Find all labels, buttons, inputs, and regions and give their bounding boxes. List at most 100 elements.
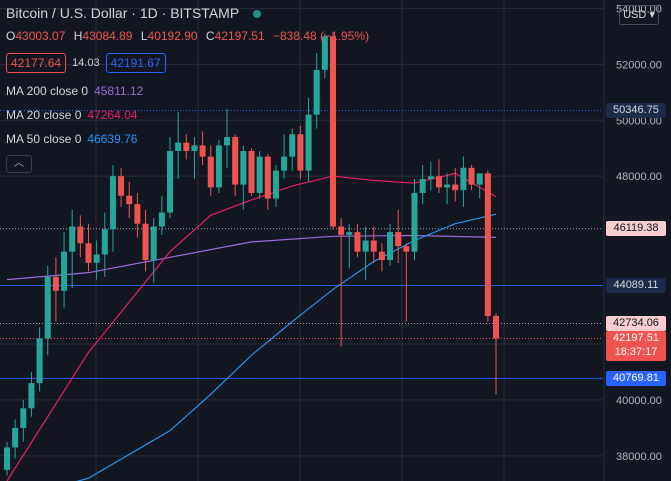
- indicator-value: 46639.76: [87, 132, 138, 146]
- indicator-value: 45811.12: [94, 84, 144, 98]
- candle-body: [183, 142, 190, 152]
- price-line-tag[interactable]: 50346.75: [606, 103, 666, 119]
- high-value: 43084.89: [82, 29, 133, 43]
- candle-body: [370, 240, 377, 252]
- candle-body: [452, 184, 459, 191]
- last-price-value: 42197.51: [613, 332, 659, 345]
- price-line-tag[interactable]: 40769.81: [606, 370, 666, 386]
- candle-body: [150, 226, 157, 261]
- y-tick-label: 52000.00: [616, 59, 662, 71]
- symbol-name: Bitcoin / U.S. Dollar: [6, 5, 128, 21]
- price-line-tag[interactable]: 42734.06: [606, 315, 666, 331]
- candle-body: [321, 36, 328, 70]
- change-value: −838.48 (−1.95%): [273, 29, 370, 43]
- indicator-label: MA 200 close 0: [6, 84, 89, 98]
- candle-body: [346, 232, 353, 235]
- price-line-tag[interactable]: 44089.11: [606, 278, 666, 294]
- candle-body: [240, 151, 247, 185]
- candle-body: [272, 170, 279, 199]
- candle-body: [297, 134, 304, 171]
- collapse-legend-button[interactable]: ︿: [6, 155, 32, 173]
- candle-body: [52, 276, 59, 291]
- candle-body: [61, 251, 68, 291]
- candle-body: [248, 151, 255, 193]
- candle-body: [395, 232, 402, 247]
- symbol-header[interactable]: Bitcoin / U.S. Dollar · 1D · BITSTAMP: [6, 5, 261, 21]
- currency-select[interactable]: USD ▾: [619, 5, 659, 25]
- candle-body: [435, 176, 442, 188]
- candle-body: [77, 226, 84, 244]
- exchange-label: BITSTAMP: [170, 5, 239, 21]
- indicator-ma50[interactable]: MA 50 close 0 46639.76: [6, 132, 137, 146]
- candle-body: [199, 145, 206, 157]
- candle-body: [109, 176, 116, 230]
- candle-body: [158, 212, 165, 227]
- candle-body: [281, 156, 288, 171]
- close-value: 42197.51: [214, 29, 265, 43]
- candle-body: [411, 192, 418, 252]
- last-price-tag[interactable]: 42197.51 18:37:17: [606, 331, 666, 362]
- candle-body: [427, 176, 434, 179]
- candle-body: [419, 178, 426, 193]
- candle-body: [44, 276, 51, 339]
- candle-body: [191, 145, 198, 152]
- open-label: O: [6, 29, 16, 43]
- candle-body: [305, 114, 312, 171]
- candle-body: [215, 145, 222, 188]
- candle-body: [289, 134, 296, 157]
- chevron-up-icon: ︿: [14, 158, 24, 169]
- price-line-tag[interactable]: 46119.38: [606, 221, 666, 237]
- candle-body: [338, 226, 345, 235]
- candle-body: [142, 223, 149, 261]
- indicator-value: 47264.04: [87, 108, 138, 122]
- candle-body: [126, 195, 133, 205]
- candle-body: [207, 156, 214, 188]
- candle-body: [313, 69, 320, 115]
- y-tick-label: 48000.00: [616, 171, 662, 183]
- candle-body: [460, 167, 467, 191]
- candle-body: [85, 243, 92, 263]
- buy-button[interactable]: 42191.67: [105, 53, 166, 73]
- candle-body: [93, 254, 100, 263]
- candle-body: [4, 447, 10, 470]
- candle-body: [20, 408, 27, 428]
- candle-body: [264, 156, 271, 199]
- low-label: L: [140, 29, 148, 43]
- indicator-label: MA 50 close 0: [6, 132, 82, 146]
- candle-body: [69, 226, 76, 252]
- ma-line: [76, 213, 497, 481]
- indicator-ma20[interactable]: MA 20 close 0 47264.04: [6, 108, 137, 122]
- candle-body: [167, 151, 173, 213]
- candle-body: [28, 383, 35, 409]
- open-value: 43003.07: [15, 29, 66, 43]
- candle-body: [175, 142, 182, 152]
- candle-body: [118, 176, 125, 196]
- candle-body: [476, 173, 483, 185]
- candle-body: [232, 137, 239, 185]
- candle-body: [468, 167, 475, 185]
- candle-body: [444, 184, 451, 188]
- trade-panel: 42177.64 14.03 42191.67: [6, 53, 166, 73]
- candle-body: [12, 427, 19, 448]
- high-label: H: [73, 29, 83, 43]
- sell-button[interactable]: 42177.64: [6, 53, 67, 73]
- candle-body: [36, 338, 43, 384]
- y-tick-label: 50000.00: [616, 115, 662, 127]
- ohlc-legend: O43003.07 H43084.89 L40192.90 C42197.51 …: [6, 29, 374, 43]
- candle-body: [403, 246, 410, 252]
- candle-body: [134, 204, 141, 224]
- candle-body: [362, 240, 369, 252]
- candle-body: [387, 232, 394, 261]
- indicator-ma200[interactable]: MA 200 close 0 45811.12: [6, 84, 143, 98]
- close-label: C: [205, 29, 215, 43]
- candle-body: [354, 232, 361, 252]
- candle-body: [330, 36, 336, 227]
- interval-label: 1D: [139, 5, 158, 21]
- candle-body: [256, 156, 263, 193]
- y-tick-label: 54000.00: [616, 3, 662, 15]
- candle-body: [101, 229, 108, 255]
- candle-body: [493, 315, 499, 339]
- y-tick-label: 40000.00: [616, 395, 662, 407]
- market-status-icon: [252, 10, 261, 19]
- spread-value: 14.03: [72, 57, 100, 69]
